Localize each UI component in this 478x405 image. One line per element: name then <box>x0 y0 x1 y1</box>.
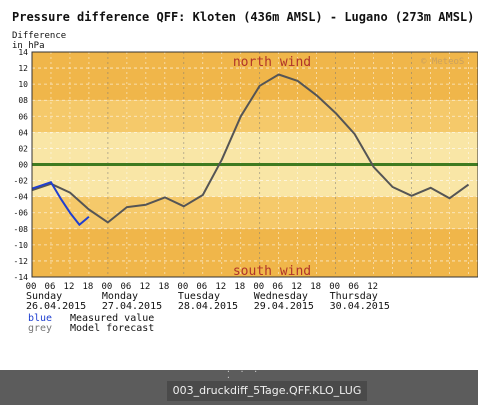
chart-panel: Pressure difference QFF: Kloten (436m AM… <box>0 0 478 370</box>
y-axis-label-line1: Difference <box>12 31 66 41</box>
pager-dots: · · · · <box>226 367 261 382</box>
day-name-label: Wednesday <box>254 291 308 302</box>
x-tick-label: 06 <box>45 282 56 292</box>
day-date-label: 27.04.2015 <box>102 301 162 312</box>
series-layer <box>31 73 470 226</box>
x-tick-label: 12 <box>215 282 226 292</box>
y-tick-label: 06 <box>18 112 28 121</box>
model-forecast-line <box>31 73 470 224</box>
x-tick-label: 00 <box>177 282 188 292</box>
y-tick-labels: 14 12 10 08 06 04 02 00 -02 -04 -06 -08 -10 -12 -14 <box>14 48 29 282</box>
x-tick-label: 12 <box>291 282 302 292</box>
y-tick-label: -02 <box>14 177 29 186</box>
south-wind-label: south wind <box>233 264 311 279</box>
chart-title: Pressure difference QFF: Kloten (436m AM… <box>12 10 474 24</box>
y-tick-label: -12 <box>14 257 29 266</box>
band-4 <box>32 228 478 277</box>
y-tick-label: -08 <box>14 225 29 234</box>
day-date-label: 26.04.2015 <box>26 301 86 312</box>
x-tick-label: 18 <box>158 282 169 292</box>
day-date-label: 30.04.2015 <box>330 301 390 312</box>
x-tick-label: 00 <box>101 282 112 292</box>
y-tick-label: -14 <box>14 273 29 282</box>
day-labels: Sunday26.04.2015Monday27.04.2015Tuesday2… <box>26 291 390 312</box>
y-tick-label: 08 <box>18 96 28 105</box>
day-date-label: 29.04.2015 <box>254 301 314 312</box>
y-tick-label: 04 <box>18 128 28 137</box>
y-tick-label: 12 <box>18 64 28 73</box>
x-tick-label: 12 <box>64 282 75 292</box>
x-tick-label: 12 <box>139 282 150 292</box>
legend-forecast-label: Model forecast <box>70 323 154 334</box>
y-tick-label: 00 <box>18 161 28 170</box>
x-tick-label: 18 <box>310 282 321 292</box>
north-wind-label: north wind <box>233 55 311 70</box>
day-name-label: Sunday <box>26 291 62 302</box>
y-tick-label: -06 <box>14 209 29 218</box>
y-tick-label: 02 <box>18 144 28 153</box>
pressure-difference-chart: Pressure difference QFF: Kloten (436m AM… <box>0 0 478 370</box>
x-tick-label: 00 <box>26 282 37 292</box>
day-name-label: Tuesday <box>178 291 220 302</box>
y-tick-label: 14 <box>18 48 28 57</box>
watermark: © MeteoS <box>421 57 464 67</box>
x-tick-label: 18 <box>234 282 245 292</box>
legend-measured-label: Measured value <box>70 313 154 324</box>
day-name-label: Monday <box>102 291 138 302</box>
x-tick-label: 18 <box>83 282 94 292</box>
y-axis-label-line2: in hPa <box>12 41 45 51</box>
x-tick-label: 06 <box>272 282 283 292</box>
legend-forecast-key: grey <box>28 323 52 334</box>
y-tick-label: 10 <box>18 80 28 89</box>
y-tick-label: -10 <box>14 241 29 250</box>
image-caption: 003_druckdiff_5Tage.QFF.KLO_LUG <box>167 381 367 401</box>
x-tick-label: 12 <box>367 282 378 292</box>
plot-frame <box>31 51 478 278</box>
x-tick-label: 00 <box>253 282 264 292</box>
measured-value-line <box>31 181 90 226</box>
x-tick-label: 06 <box>196 282 207 292</box>
x-tick-label: 00 <box>329 282 340 292</box>
day-date-label: 28.04.2015 <box>178 301 238 312</box>
day-name-label: Thursday <box>330 291 378 302</box>
x-tick-label: 06 <box>120 282 131 292</box>
y-tick-label: -04 <box>14 193 29 202</box>
legend-measured-key: blue <box>28 313 52 324</box>
x-tick-labels: 00 06 12 18 00 06 12 18 00 06 12 18 00 06 12 18 00 06 12 <box>26 282 378 292</box>
x-tick-label: 06 <box>348 282 359 292</box>
